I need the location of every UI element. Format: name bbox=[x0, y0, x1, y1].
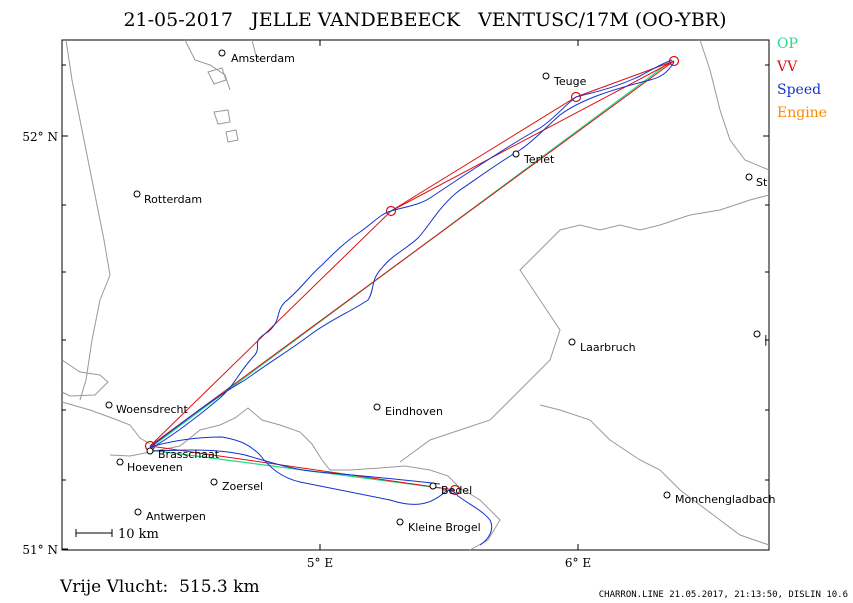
city-bedel: Bedel bbox=[441, 484, 472, 497]
legend: OP VV Speed Engine bbox=[776, 36, 827, 121]
city-zoersel: Zoersel bbox=[222, 480, 263, 493]
city-hoevenen: Hoevenen bbox=[127, 461, 183, 474]
city-brasschaat: Brasschaat bbox=[158, 448, 220, 461]
city-monchengladbach: Monchengladbach bbox=[675, 493, 775, 506]
city-eindhoven: Eindhoven bbox=[385, 405, 443, 418]
legend-vv: VV bbox=[776, 59, 798, 75]
lon-label-6: 6° E bbox=[565, 556, 591, 570]
map-borders bbox=[61, 39, 770, 551]
lat-label-51: 51° N bbox=[22, 543, 58, 557]
map-frame bbox=[61, 39, 770, 551]
city-terlet: Terlet bbox=[523, 153, 555, 166]
city-kleine-brogel: Kleine Brogel bbox=[408, 521, 481, 534]
city-amsterdam: Amsterdam bbox=[231, 52, 295, 65]
city-woensdrecht: Woensdrecht bbox=[116, 403, 188, 416]
city-teuge: Teuge bbox=[553, 75, 587, 88]
city-antwerpen: Antwerpen bbox=[146, 510, 206, 523]
scale-bar: 10 km bbox=[75, 527, 159, 542]
scale-bar-label: 10 km bbox=[118, 527, 159, 542]
city-laarbruch: Laarbruch bbox=[580, 341, 636, 354]
lat-label-52: 52° N bbox=[22, 130, 58, 144]
legend-op: OP bbox=[777, 36, 798, 52]
legend-speed: Speed bbox=[777, 82, 821, 98]
city-rotterdam: Rotterdam bbox=[144, 193, 202, 206]
city-partial-marker: | bbox=[764, 333, 768, 346]
map-title: 21-05-2017 JELLE VANDEBEECK VENTUSC/17M … bbox=[123, 9, 726, 31]
credit-label: CHARRON.LINE 21.05.2017, 21:13:50, DISLI… bbox=[599, 590, 848, 600]
speed-track bbox=[147, 59, 675, 546]
lon-label-5: 5° E bbox=[307, 556, 333, 570]
legend-engine: Engine bbox=[777, 105, 827, 121]
city-st: St bbox=[756, 176, 768, 189]
city-markers bbox=[105, 49, 761, 526]
distance-label: Vrije Vlucht: 515.3 km bbox=[59, 577, 260, 597]
axis-ticks bbox=[62, 40, 769, 550]
